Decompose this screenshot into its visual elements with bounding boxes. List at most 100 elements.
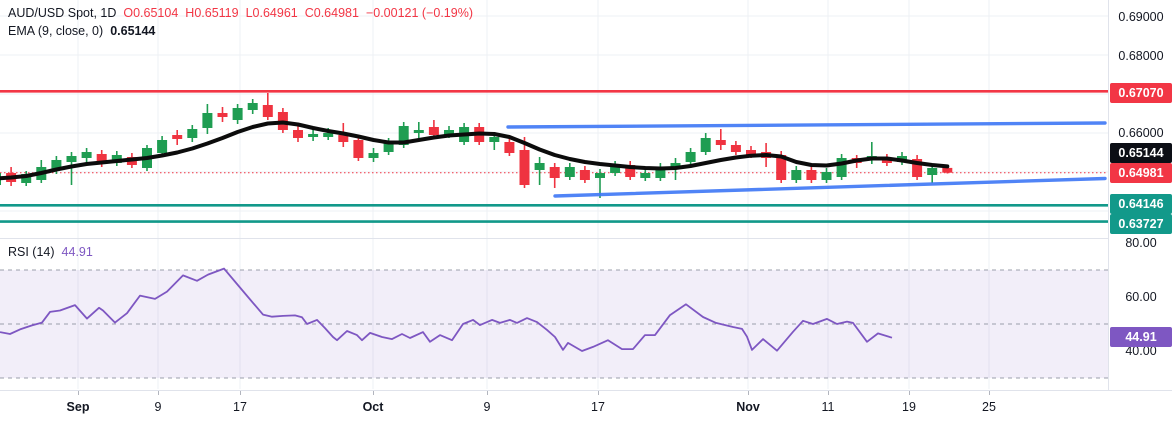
time-axis-label: 25 <box>982 400 996 414</box>
ema-label[interactable]: EMA (9, close, 0) <box>8 24 104 38</box>
candle-body[interactable] <box>746 150 756 155</box>
time-tick <box>487 391 488 395</box>
candle-body[interactable] <box>685 152 696 162</box>
price-badge: 0.63727 <box>1110 214 1172 234</box>
price-axis-label: 80.00 <box>1125 236 1157 250</box>
ema-legend: EMA (9, close, 0) 0.65144 <box>8 24 155 38</box>
chart-canvas[interactable] <box>0 0 1108 390</box>
candle-body[interactable] <box>912 159 923 177</box>
time-scale[interactable]: Sep 9 17 Oct 9 17 Nov 11 19 25 <box>0 390 1172 422</box>
candle-body[interactable] <box>519 150 530 185</box>
candle-body[interactable] <box>670 163 681 168</box>
time-axis-label: Oct <box>362 400 384 414</box>
candle-body[interactable] <box>821 172 832 180</box>
channel-lower-trendline[interactable] <box>553 176 1107 198</box>
price-axis-label: 0.69000 <box>1118 10 1164 24</box>
price-badge: 0.65144 <box>1110 143 1172 163</box>
time-tick <box>598 391 599 395</box>
time-axis-label: 9 <box>483 400 491 414</box>
price-scale[interactable]: 0.69000 0.68000 0.66000 80.00 60.00 40.00 0.67… <box>1108 0 1172 390</box>
channel-upper-trendline[interactable] <box>506 121 1107 129</box>
candle-body[interactable] <box>338 135 349 142</box>
candle-body[interactable] <box>66 156 77 162</box>
candle-body[interactable] <box>776 155 787 180</box>
candle-body[interactable] <box>504 142 515 153</box>
time-axis-label: 19 <box>902 400 916 414</box>
time-axis-label: Nov <box>736 400 760 414</box>
candle-body[interactable] <box>836 158 847 177</box>
candle-body[interactable] <box>413 130 424 133</box>
ohlc-open: O0.65104 <box>123 6 179 20</box>
candle-body[interactable] <box>308 134 319 137</box>
candle-body[interactable] <box>579 170 590 180</box>
ohlc-low: L0.64961 <box>245 6 298 20</box>
time-axis-label: 9 <box>154 400 162 414</box>
price-axis-label: 60.00 <box>1125 290 1157 304</box>
candle-body[interactable] <box>730 145 741 152</box>
candle-body[interactable] <box>293 130 303 138</box>
candle-body[interactable] <box>232 108 243 120</box>
candle-body[interactable] <box>262 105 273 117</box>
candle-body[interactable] <box>806 170 817 180</box>
ema-line[interactable] <box>0 120 950 181</box>
candle-body[interactable] <box>549 167 560 178</box>
candle-body[interactable] <box>21 174 32 183</box>
time-tick <box>828 391 829 395</box>
candles-layer <box>0 93 953 198</box>
candle-body[interactable] <box>81 152 92 158</box>
candle-body[interactable] <box>655 167 666 178</box>
ohlc-close: C0.64981 <box>304 6 359 20</box>
candle-body[interactable] <box>428 127 439 135</box>
ohlc-high: H0.65119 <box>185 6 239 20</box>
price-axis-label: 0.68000 <box>1118 49 1164 63</box>
time-tick <box>240 391 241 395</box>
candle-body[interactable] <box>595 173 605 178</box>
candle-body[interactable] <box>444 130 454 135</box>
candle-body[interactable] <box>157 140 168 153</box>
candle-body[interactable] <box>534 163 545 170</box>
candle-body[interactable] <box>353 140 364 158</box>
price-badge: 0.64981 <box>1110 163 1172 183</box>
price-badge: 44.91 <box>1110 327 1172 347</box>
candle-body[interactable] <box>791 170 802 180</box>
candle-body[interactable] <box>172 135 183 139</box>
candle-body[interactable] <box>217 113 228 117</box>
rsi-line[interactable] <box>0 267 893 352</box>
symbol-title[interactable]: AUD/USD Spot, 1D <box>8 6 117 20</box>
candle-body[interactable] <box>640 173 651 178</box>
price-axis-label: 40.00 <box>1125 344 1157 358</box>
ema-value: 0.65144 <box>110 24 156 38</box>
ohlc-change: −0.00121 (−0.19%) <box>365 6 473 20</box>
rsi-legend: RSI (14) 44.91 <box>8 245 93 259</box>
candle-body[interactable] <box>187 129 198 138</box>
symbol-legend: AUD/USD Spot, 1D O0.65104 H0.65119 L0.64… <box>8 6 473 20</box>
candle-body[interactable] <box>247 103 258 110</box>
candle-body[interactable] <box>700 138 711 152</box>
candle-body[interactable] <box>927 168 938 175</box>
candle-body[interactable] <box>368 153 379 158</box>
candle-body[interactable] <box>715 140 726 145</box>
candle-body[interactable] <box>564 167 575 177</box>
candle-body[interactable] <box>383 142 394 152</box>
time-axis-label: 17 <box>233 400 247 414</box>
candle-body[interactable] <box>625 165 636 177</box>
time-tick <box>748 391 749 395</box>
time-tick <box>158 391 159 395</box>
pane-divider[interactable] <box>0 238 1108 239</box>
candle-body[interactable] <box>942 167 953 173</box>
time-tick <box>373 391 374 395</box>
candle-body[interactable] <box>489 137 500 142</box>
time-axis-label: 11 <box>821 400 835 414</box>
time-tick <box>989 391 990 395</box>
candle-body[interactable] <box>323 133 334 137</box>
candle-body[interactable] <box>202 113 213 128</box>
time-axis-label: Sep <box>66 400 90 414</box>
rsi-label[interactable]: RSI (14) <box>8 245 55 259</box>
candle-body[interactable] <box>610 165 621 173</box>
candle-body[interactable] <box>96 154 107 164</box>
time-tick <box>909 391 910 395</box>
candle-body[interactable] <box>398 126 409 145</box>
time-axis-label: 17 <box>591 400 605 414</box>
price-axis-label: 0.66000 <box>1118 126 1164 140</box>
candle-body[interactable] <box>51 160 62 170</box>
